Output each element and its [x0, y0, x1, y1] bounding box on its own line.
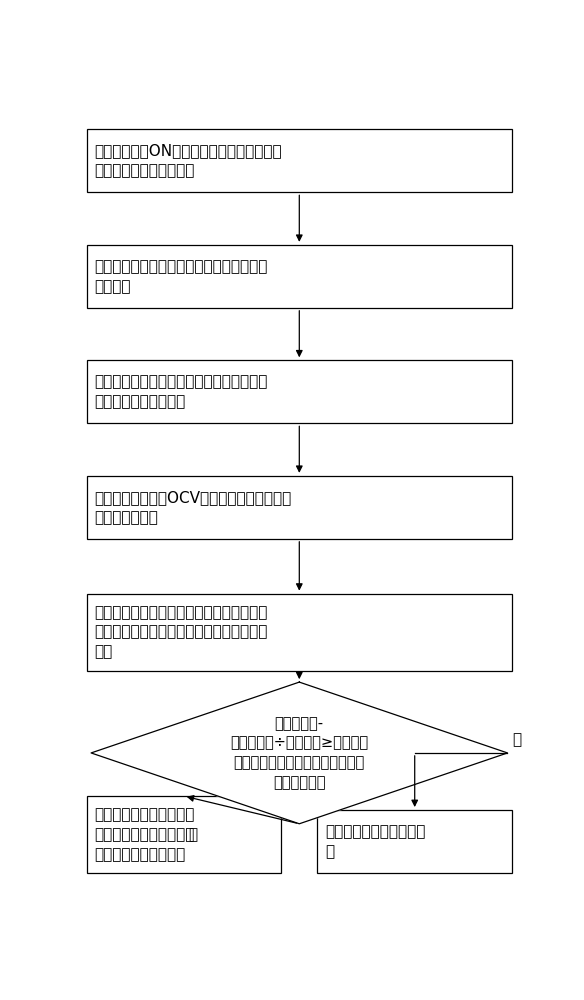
- Text: 若一切正常则完成高压上
电: 若一切正常则完成高压上 电: [325, 824, 426, 859]
- Text: 电源管理模块记录OCV曲线、内阻、绝缘阻值
的相关性能参数: 电源管理模块记录OCV曲线、内阻、绝缘阻值 的相关性能参数: [95, 490, 292, 525]
- Bar: [86, 360, 512, 423]
- Polygon shape: [91, 682, 507, 824]
- Bar: [86, 594, 512, 671]
- Text: 当钥匙开关至ON挡时，整车控制模块和电源
管理模块检测到启动指令: 当钥匙开关至ON挡时，整车控制模块和电源 管理模块检测到启动指令: [95, 143, 282, 178]
- Bar: [86, 476, 512, 539]
- Text: 电源管理模块向整车控制
模块报警，保证电动汽车
每次运行前的状态安全: 电源管理模块向整车控制 模块报警，保证电动汽车 每次运行前的状态安全: [95, 807, 195, 862]
- Text: 电源管理模块初始化及自检控制二号开关闭
合：二号供电回路导通: 电源管理模块初始化及自检控制二号开关闭 合：二号供电回路导通: [95, 374, 268, 409]
- Text: 整车控制模块控制一号开关闭合，一号供电
回路导通: 整车控制模块控制一号开关闭合，一号供电 回路导通: [95, 259, 268, 294]
- Text: 是: 是: [189, 828, 197, 843]
- Text: 否: 否: [512, 732, 521, 747]
- Text: （停车压差-
启动压差）÷停车时间≥设定电压
，则判断电池的内阻异常，并发出
对应报警提示: （停车压差- 启动压差）÷停车时间≥设定电压 ，则判断电池的内阻异常，并发出 对…: [230, 716, 369, 790]
- Bar: [86, 245, 512, 308]
- Text: 电源管理模块对比高压启动前数据和原始存
储数据；以及对比停车时和高压启动前电压
数据: 电源管理模块对比高压启动前数据和原始存 储数据；以及对比停车时和高压启动前电压 …: [95, 605, 268, 659]
- Bar: [86, 796, 281, 873]
- Bar: [86, 129, 512, 192]
- Bar: [318, 810, 512, 873]
